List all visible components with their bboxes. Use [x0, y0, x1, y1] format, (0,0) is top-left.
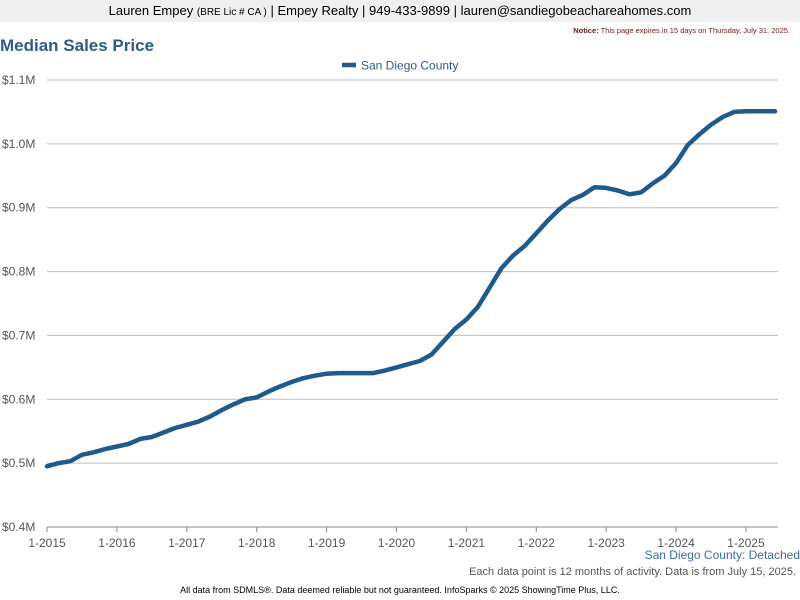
company-name: | Empey Realty | — [270, 3, 366, 18]
x-tick-label: 1-2020 — [378, 536, 416, 550]
x-tick-label: 1-2016 — [98, 536, 136, 550]
y-tick-label: $0.8M — [2, 265, 35, 279]
x-tick-label: 1-2019 — [308, 536, 346, 550]
agent-name: Lauren Empey — [108, 3, 194, 18]
agent-email: | lauren@sandiegobeachareahomes.com — [453, 3, 692, 18]
y-tick-label: $0.9M — [2, 201, 35, 215]
notice-label: Notice: — [573, 26, 599, 35]
x-tick-label: 1-2023 — [587, 536, 625, 550]
agent-phone: 949-433-9899 — [369, 3, 450, 18]
data-note: Each data point is 12 months of activity… — [469, 566, 796, 578]
x-tick-label: 1-2024 — [657, 536, 695, 550]
chart-subtitle: San Diego County: Detached — [644, 548, 800, 562]
grid-lines — [47, 79, 778, 528]
x-tick-label: 1-2022 — [518, 536, 556, 550]
y-tick-label: $0.7M — [2, 328, 35, 342]
y-tick-label: $0.5M — [2, 456, 35, 470]
license-text: (BRE Lic # CA ) — [196, 7, 267, 18]
footer-disclaimer: All data from SDMLS®. Data deemed reliab… — [180, 585, 620, 595]
x-tick-label: 1-2021 — [448, 536, 486, 550]
notice-text: This page expires in 15 days on Thursday… — [600, 26, 790, 35]
agent-header-bar: Lauren Empey (BRE Lic # CA ) | Empey Rea… — [0, 0, 800, 22]
legend-label: San Diego County — [361, 59, 458, 73]
y-axis: $0.4M $0.5M $0.6M $0.7M $0.8M $0.9M $1.0M $1.1M — [2, 73, 35, 534]
x-tick-label: 1-2017 — [168, 536, 206, 550]
series-layer — [44, 109, 778, 469]
x-axis: 1-2015 1-2016 1-2017 1-2018 1-2019 1-2020 1-20… — [28, 527, 765, 550]
legend: San Diego County — [342, 59, 458, 73]
x-tick-label: 1-2025 — [727, 536, 765, 550]
y-tick-label: $0.4M — [2, 520, 35, 534]
y-tick-label: $1.1M — [2, 73, 35, 87]
chart-title: Median Sales Price — [0, 36, 155, 55]
expiry-notice: Notice: This page expires in 15 days on … — [573, 26, 790, 35]
x-tick-label: 1-2015 — [28, 536, 66, 550]
series-line — [44, 109, 778, 469]
y-tick-label: $1.0M — [2, 137, 35, 151]
x-tick-label: 1-2018 — [238, 536, 276, 550]
y-tick-label: $0.6M — [2, 392, 35, 406]
